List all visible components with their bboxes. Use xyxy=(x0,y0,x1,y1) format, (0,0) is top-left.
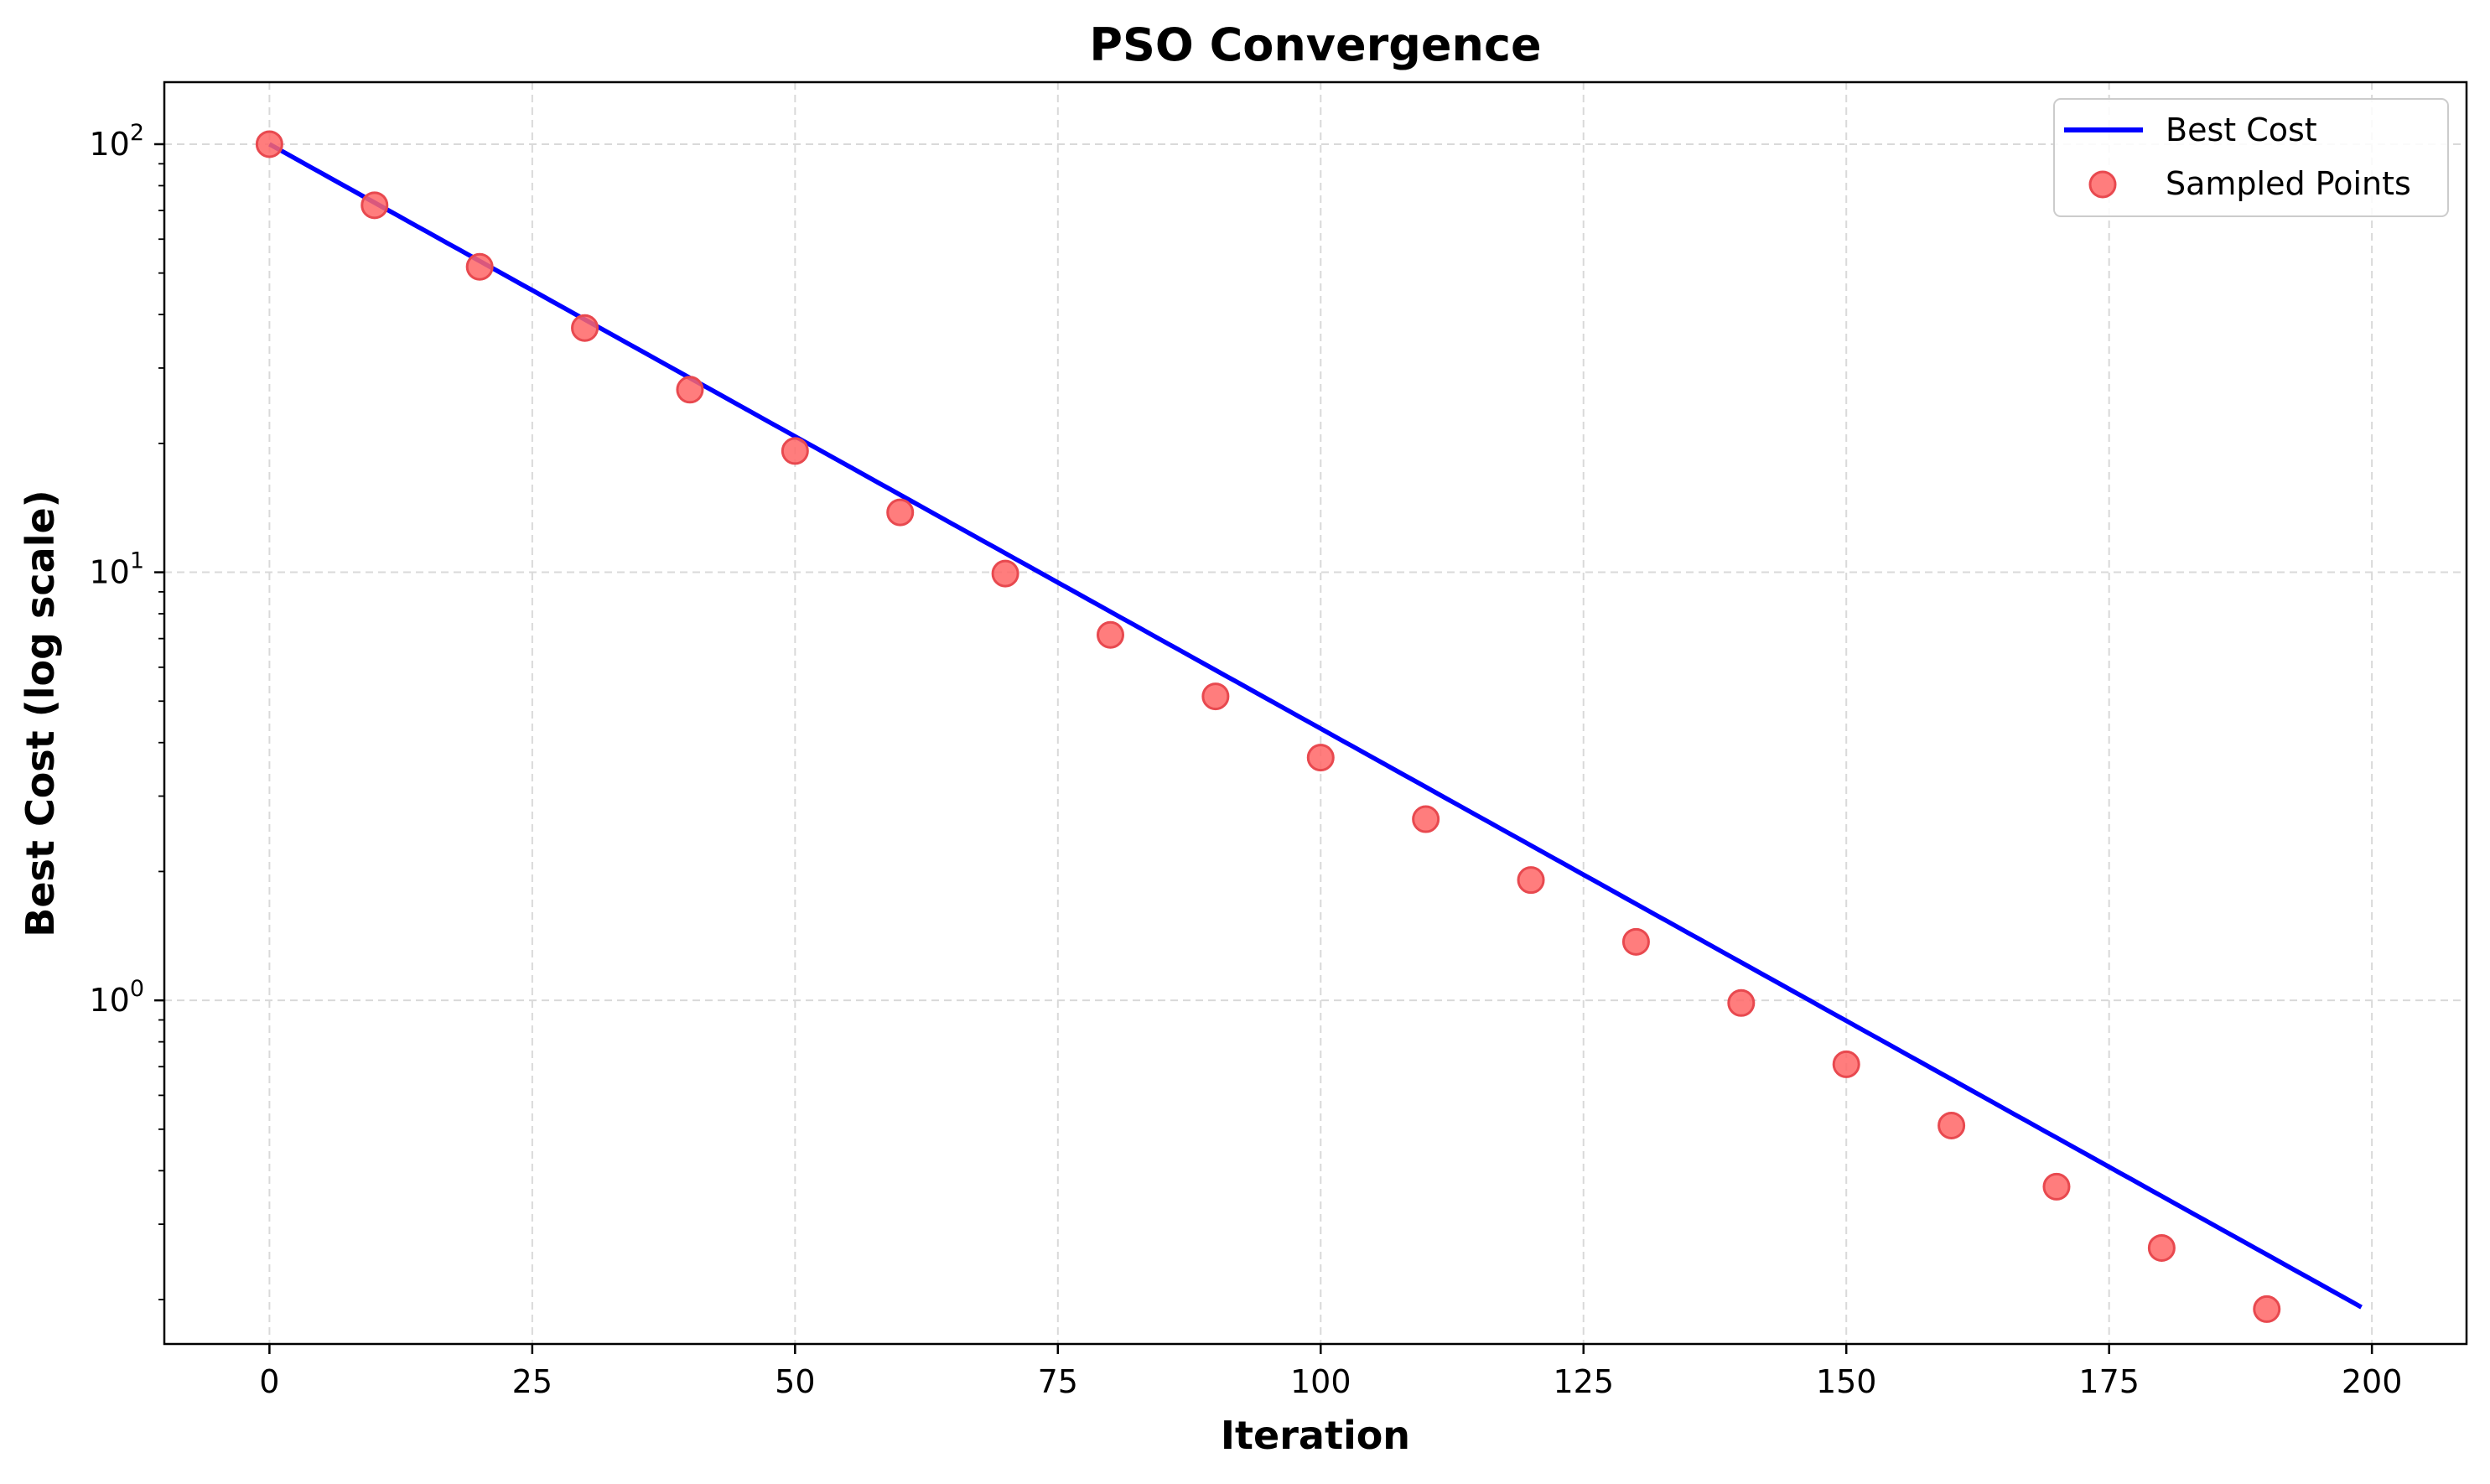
x-tick-label: 175 xyxy=(2078,1363,2140,1400)
sampled-point xyxy=(1412,805,1440,833)
sampled-point xyxy=(1201,682,1230,711)
y-axis-label: Best Cost (log scale) xyxy=(18,490,63,937)
y-tick-label: 102 xyxy=(89,120,144,163)
sampled-point xyxy=(991,559,1019,588)
x-tick-label: 50 xyxy=(775,1363,815,1400)
y-tick-label: 100 xyxy=(89,976,144,1019)
x-tick-label: 25 xyxy=(512,1363,552,1400)
sampled-point xyxy=(2147,1233,2176,1262)
y-tick-base: 10 xyxy=(89,554,129,591)
y-tick-label: 101 xyxy=(89,548,144,591)
sampled-point xyxy=(781,437,809,465)
x-tick-label: 100 xyxy=(1290,1363,1351,1400)
sampled-point xyxy=(2042,1172,2071,1201)
series-line-best-cost xyxy=(268,142,2363,1310)
y-tick-exponent: 1 xyxy=(130,548,144,574)
sampled-point xyxy=(886,498,915,527)
sampled-point xyxy=(571,314,599,342)
y-tick-exponent: 2 xyxy=(130,120,144,146)
sampled-point xyxy=(1727,988,1756,1017)
x-tick-label: 125 xyxy=(1553,1363,1614,1400)
sampled-point xyxy=(1621,927,1650,956)
grid xyxy=(164,82,2467,1344)
legend-marker-swatch xyxy=(2088,170,2117,199)
sampled-point xyxy=(2253,1295,2281,1323)
legend-label-best-cost: Best Cost xyxy=(2166,112,2317,148)
y-tick-exponent: 0 xyxy=(130,976,144,1002)
x-tick-label: 75 xyxy=(1038,1363,1078,1400)
legend-label-sampled-points: Sampled Points xyxy=(2166,165,2411,202)
sampled-point xyxy=(1306,744,1335,772)
sampled-point xyxy=(255,130,283,158)
legend: Best Cost Sampled Points xyxy=(2053,98,2449,217)
sampled-point xyxy=(676,376,704,404)
chart-title: PSO Convergence xyxy=(1089,18,1541,71)
x-axis-label: Iteration xyxy=(1221,1413,1410,1458)
sampled-point xyxy=(465,252,494,281)
plot-frame xyxy=(163,80,2468,1346)
sampled-point xyxy=(1938,1111,1966,1139)
series-layer xyxy=(255,130,2363,1323)
x-tick-label: 150 xyxy=(1816,1363,1877,1400)
x-tick-label: 200 xyxy=(2342,1363,2403,1400)
sampled-point xyxy=(1832,1050,1860,1078)
sampled-point xyxy=(1096,620,1124,649)
sampled-point xyxy=(361,191,389,220)
x-tick-label: 0 xyxy=(259,1363,279,1400)
y-tick-base: 10 xyxy=(89,982,129,1019)
y-tick-base: 10 xyxy=(89,126,129,163)
legend-box xyxy=(2053,98,2449,217)
sampled-point xyxy=(1517,866,1545,895)
